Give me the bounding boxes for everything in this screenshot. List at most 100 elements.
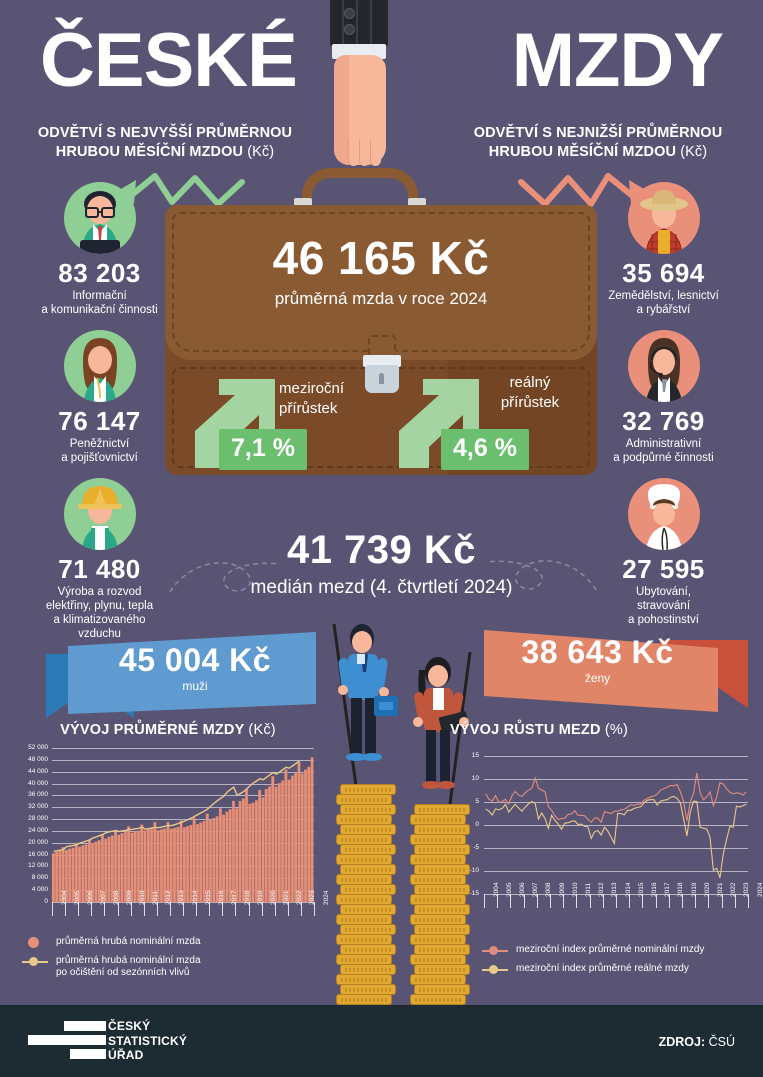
coin <box>340 904 396 915</box>
y-axis-tick: 12 000 <box>28 862 48 870</box>
x-axis-tick: 2020 <box>270 890 278 905</box>
x-tick <box>104 902 106 916</box>
x-tick <box>248 902 250 916</box>
sector-label: Peněžnictví a pojišťovnictví <box>61 438 138 464</box>
coin <box>414 964 470 975</box>
heading-highest-line2: HRUBOU MĚSÍČNÍ MZDOU <box>55 144 244 160</box>
y-axis-tick: -10 <box>469 867 479 874</box>
x-axis-tick: 2007 <box>532 882 540 897</box>
x-tick <box>235 902 237 916</box>
men-wage-label: muži <box>182 679 208 693</box>
avg-wage-chart: 0 4 000 8 000 12 000 16 000 20 000 24 000 28 00… <box>18 742 330 942</box>
x-axis-tick: 2024 <box>322 890 330 905</box>
x-axis-tick: 2004 <box>492 882 500 897</box>
briefcase-handle-icon <box>285 168 435 214</box>
nominal-growth-value: 7,1 % <box>219 429 307 470</box>
briefcase-flap <box>165 205 597 360</box>
x-tick <box>143 902 145 916</box>
coin <box>414 944 470 955</box>
title-word-ceske: ČESKÉ <box>40 18 298 103</box>
women-wage-banner: 38 643 Kč ženy <box>460 612 760 712</box>
engineer-helmet-icon <box>63 478 136 550</box>
x-tick <box>314 902 315 916</box>
y-axis-tick: -5 <box>473 844 479 851</box>
x-axis-tick: 2013 <box>611 882 619 897</box>
men-wage-banner: 45 004 Kč muži <box>28 626 328 722</box>
legend-label: meziroční index průměrné nominální mzdy <box>516 944 705 955</box>
legend-item: meziroční index průměrné nominální mzdy <box>480 944 760 957</box>
businesswoman-illustration <box>404 651 480 832</box>
coin <box>340 944 396 955</box>
green-up-arrow-icon <box>399 379 479 468</box>
gridline <box>52 819 314 821</box>
x-axis-tick: 2010 <box>139 890 147 905</box>
coin <box>340 824 396 835</box>
median-wage-caption: medián mezd (4. čtvrtletí 2024) <box>250 577 513 598</box>
y-axis-tick: 5 <box>475 798 479 805</box>
coin <box>340 924 396 935</box>
heading-highest-unit: (Kč) <box>247 144 275 160</box>
x-axis-tick: 2014 <box>624 882 632 897</box>
coin <box>336 854 392 865</box>
coin <box>340 844 396 855</box>
legend-swatch-dot <box>29 956 38 966</box>
coin <box>336 914 392 925</box>
x-axis-tick: 2005 <box>505 882 513 897</box>
y-axis-tick: -15 <box>469 890 479 897</box>
x-tick <box>484 894 485 908</box>
legend-swatch-dot <box>489 964 498 974</box>
x-axis-tick: 2016 <box>651 882 658 897</box>
x-tick <box>222 902 224 916</box>
gridline <box>52 748 314 749</box>
coin <box>340 804 396 815</box>
legend-label: průměrná hrubá nominální mzda po očištění… <box>56 954 201 979</box>
y-axis-tick: 4 000 <box>31 886 48 894</box>
y-axis-tick: 24 000 <box>28 826 48 834</box>
average-wage-caption: průměrná mzda v roce 2024 <box>274 289 488 308</box>
y-axis-tick: 20 000 <box>28 838 48 846</box>
x-axis-tick: 2015 <box>637 882 645 897</box>
sector-value: 35 694 <box>622 258 705 288</box>
x-tick <box>183 902 184 916</box>
heading-highest-line1: ODVĚTVÍ S NEJVYŠŠÍ PRŮMĚRNOU <box>37 125 293 141</box>
x-tick <box>91 902 93 916</box>
hand-icon <box>334 55 386 166</box>
chef-hat-icon <box>627 478 700 550</box>
gridline <box>52 807 314 809</box>
x-axis-tick: 2020 <box>703 882 711 897</box>
x-axis-tick: 2014 <box>191 890 199 905</box>
sector-item: 27 595 Ubytování, stravování a pohostinství <box>576 478 751 627</box>
x-axis-tick: 2019 <box>690 882 698 897</box>
x-axis-tick: 2007 <box>99 890 107 905</box>
x-tick <box>734 894 736 908</box>
heading-lowest-line1: ODVĚTVÍ S NEJNIŽŠÍ PRŮMĚRNOU <box>473 125 723 141</box>
gridline <box>484 848 748 849</box>
coin <box>336 874 392 885</box>
nominal-growth-label: meziroční přírůstek <box>279 380 345 417</box>
office-worker-glasses-icon <box>63 182 136 254</box>
x-axis-tick: 2008 <box>545 882 553 897</box>
x-axis-tick: 2021 <box>717 882 724 897</box>
sector-label: Administrativní a podpůrné činnosti <box>613 438 714 464</box>
title-word-mzdy: MZDY <box>511 18 724 103</box>
gridline <box>52 783 314 785</box>
x-tick <box>169 902 171 916</box>
legend-label: průměrná hrubá nominální mzda <box>56 936 201 947</box>
gridline <box>52 771 314 773</box>
chart1-legend: průměrná hrubá nominální mzda průměrná hr… <box>20 936 320 986</box>
coin <box>336 974 392 985</box>
x-axis-tick: 2021 <box>283 890 291 905</box>
coin <box>340 784 396 795</box>
green-up-arrow-icon <box>195 379 275 468</box>
heading-lowest-sectors: ODVĚTVÍ S NEJNIŽŠÍ PRŮMĚRNOU HRUBOU MĚSÍ… <box>448 124 748 162</box>
median-wage-value: 41 739 Kč <box>286 528 477 572</box>
x-axis-tick: 2017 <box>230 890 238 905</box>
coin <box>336 814 392 825</box>
x-tick <box>748 894 749 908</box>
gridline <box>484 756 748 757</box>
y-axis-tick: 44 000 <box>28 767 48 775</box>
x-tick <box>117 902 119 916</box>
x-tick <box>563 894 565 908</box>
sector-label: Informační a komunikační činnosti <box>41 290 158 316</box>
